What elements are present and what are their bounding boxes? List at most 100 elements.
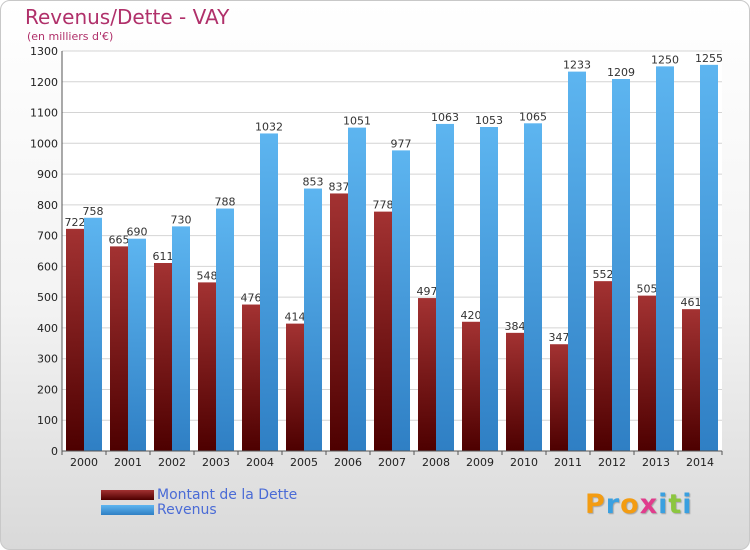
logo-letter: x [639, 489, 659, 520]
x-tick-label: 2013 [642, 456, 670, 469]
bar-debt [462, 321, 480, 451]
logo-letter: r [605, 489, 621, 520]
x-axis: 2000 2001 2002 2003 2004 2005 2006 2007 2008 2009… [61, 450, 723, 469]
data-label-debt: 347 [549, 331, 570, 344]
legend-swatch-debt [101, 490, 154, 500]
y-tick-label: 100 [37, 414, 58, 427]
x-tick-label: 2012 [598, 456, 626, 469]
data-label-revenus: 1255 [695, 52, 723, 65]
bar-debt [638, 295, 656, 451]
proxiti-logo: Proxiti [585, 489, 693, 520]
data-label-debt: 497 [417, 285, 438, 298]
data-label-revenus: 1032 [255, 120, 283, 133]
bar-revenus [348, 127, 366, 451]
bar-revenus [612, 79, 630, 451]
bar-revenus [568, 71, 586, 451]
data-label-debt: 461 [681, 296, 702, 309]
bar-revenus [524, 123, 542, 452]
bar-revenus [216, 208, 234, 451]
y-tick-label: 500 [37, 291, 58, 304]
y-tick-label: 1100 [30, 107, 58, 120]
bar-debt [286, 323, 304, 451]
data-label-debt: 420 [461, 309, 482, 322]
x-tick-label: 2007 [378, 456, 406, 469]
y-tick-label: 1300 [30, 45, 58, 58]
logo-letter: P [585, 489, 606, 520]
data-label-revenus: 977 [391, 137, 412, 150]
data-label-debt: 414 [285, 311, 306, 324]
data-label-revenus: 1065 [519, 110, 547, 123]
legend-label-debt: Montant de la Dette [157, 487, 298, 503]
chart-title: Revenus/Dette - VAY [25, 5, 230, 29]
bar-debt [682, 309, 700, 451]
data-label-debt: 611 [153, 250, 174, 263]
data-label-revenus: 1053 [475, 114, 503, 127]
bar-revenus [260, 133, 278, 451]
legend-label-revenus: Revenus [157, 502, 217, 518]
bar-debt [550, 344, 568, 451]
x-tick-label: 2000 [70, 456, 98, 469]
x-tick-label: 2002 [158, 456, 186, 469]
y-tick-label: 700 [37, 230, 58, 243]
bar-debt [154, 263, 172, 451]
data-label-revenus: 758 [83, 205, 104, 218]
data-label-revenus: 1051 [343, 115, 371, 128]
bar-debt [66, 228, 84, 451]
bar-revenus [304, 188, 322, 452]
x-tick-label: 2004 [246, 456, 274, 469]
bar-debt [506, 332, 524, 451]
data-label-revenus: 788 [215, 196, 236, 209]
data-label-revenus: 730 [171, 213, 192, 226]
y-axis: 0 100 200 300 400 500 600 700 800 900 1000 1100 1200… [30, 45, 63, 458]
bar-revenus [84, 217, 102, 451]
x-tick-label: 2011 [554, 456, 582, 469]
bar-debt [242, 304, 260, 451]
y-tick-label: 1200 [30, 76, 58, 89]
data-label-revenus: 1250 [651, 53, 679, 66]
x-tick-label: 2008 [422, 456, 450, 469]
data-label-revenus: 1233 [563, 59, 591, 72]
data-label-debt: 778 [373, 199, 394, 212]
y-tick-label: 800 [37, 199, 58, 212]
data-label-debt: 384 [505, 320, 526, 333]
data-label-revenus: 1063 [431, 111, 459, 124]
y-tick-label: 1000 [30, 137, 58, 150]
x-tick-label: 2014 [686, 456, 714, 469]
bar-revenus [656, 66, 674, 451]
x-tick-label: 2009 [466, 456, 494, 469]
y-tick-label: 200 [37, 383, 58, 396]
data-label-debt: 722 [65, 216, 86, 229]
data-label-revenus: 1209 [607, 66, 635, 79]
data-label-debt: 665 [109, 233, 130, 246]
bar-debt [330, 193, 348, 451]
bar-revenus [172, 226, 190, 451]
x-tick-label: 2010 [510, 456, 538, 469]
data-label-debt: 476 [241, 292, 262, 305]
bar-debt [374, 211, 392, 451]
bar-revenus [700, 64, 718, 451]
bar-debt [198, 282, 216, 451]
y-tick-label: 400 [37, 322, 58, 335]
x-tick-label: 2001 [114, 456, 142, 469]
data-label-debt: 505 [637, 283, 658, 296]
logo-letter: i [658, 489, 669, 520]
y-tick-label: 0 [51, 445, 58, 458]
data-label-debt: 837 [329, 180, 350, 193]
logo-letter: i [682, 489, 693, 520]
x-tick-label: 2005 [290, 456, 318, 469]
data-label-revenus: 690 [127, 226, 148, 239]
y-tick-label: 600 [37, 260, 58, 273]
y-tick-label: 300 [37, 353, 58, 366]
x-tick-label: 2006 [334, 456, 362, 469]
bar-debt [594, 281, 612, 451]
bar-revenus [480, 127, 498, 451]
chart-subtitle: (en milliers d'€) [27, 30, 114, 43]
bar-revenus [128, 238, 146, 451]
bar-revenus [392, 150, 410, 451]
bar-revenus [436, 123, 454, 451]
y-tick-label: 900 [37, 168, 58, 181]
x-tick-label: 2003 [202, 456, 230, 469]
